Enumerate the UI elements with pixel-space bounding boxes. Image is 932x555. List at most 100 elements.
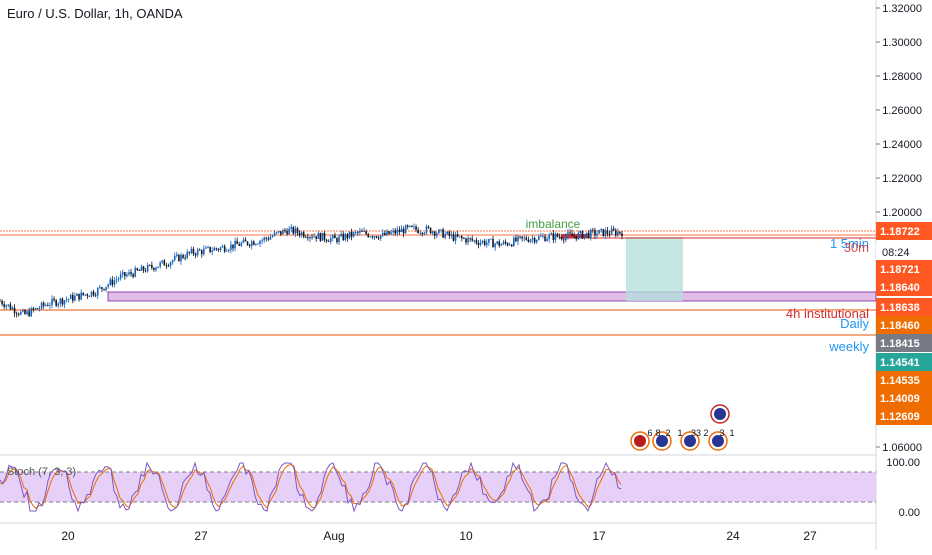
- candle-body: [469, 238, 471, 239]
- candle-body: [594, 230, 596, 236]
- candle-body: [148, 264, 151, 266]
- candle-body: [485, 242, 488, 245]
- price-tag: [876, 407, 932, 425]
- candle-body: [88, 296, 91, 297]
- candle-body: [357, 232, 359, 233]
- candle-body: [548, 234, 550, 240]
- candle-body: [619, 231, 621, 234]
- candle-body: [223, 246, 226, 252]
- candle-body: [240, 242, 243, 246]
- candle-body: [315, 236, 318, 239]
- candle-body: [161, 260, 164, 263]
- candle-body: [117, 278, 120, 280]
- candle-body: [523, 237, 526, 239]
- candle-body: [17, 313, 20, 315]
- candle-body: [165, 265, 168, 267]
- candle-body: [454, 234, 457, 241]
- candle-body: [450, 234, 453, 236]
- price-tag: [876, 371, 932, 389]
- annotation-daily: Daily: [840, 316, 869, 331]
- candle-body: [190, 248, 193, 253]
- price-tag: [876, 316, 932, 334]
- candle-body: [111, 279, 114, 285]
- candle-body: [207, 246, 209, 248]
- candle-body: [388, 231, 390, 235]
- candle-body: [94, 295, 97, 297]
- candle-body: [496, 241, 498, 244]
- candle-body: [103, 288, 105, 291]
- candle-body: [537, 236, 540, 240]
- candle-body: [583, 234, 586, 239]
- price-tag-label: 1.18640: [880, 282, 920, 294]
- candle-body: [581, 231, 584, 239]
- candle-body: [544, 236, 546, 242]
- candle-body: [296, 228, 299, 233]
- candle-body: [317, 233, 320, 239]
- candle-body: [479, 242, 482, 245]
- event-count: 2: [665, 428, 670, 438]
- candle-body: [508, 244, 511, 246]
- candle-body: [488, 238, 490, 243]
- candle-body: [159, 262, 161, 267]
- candle-body: [44, 305, 47, 306]
- candle-body: [375, 236, 378, 238]
- candle-body: [309, 236, 311, 239]
- candle-body: [32, 308, 35, 310]
- candle-body: [612, 228, 615, 231]
- candle-body: [433, 231, 436, 236]
- countdown-label: 08:24: [882, 247, 910, 259]
- candle-body: [587, 232, 590, 238]
- candle-body: [477, 242, 480, 245]
- candle-body: [121, 272, 124, 275]
- candle-body: [573, 235, 575, 237]
- candle-body: [367, 234, 370, 238]
- candle-body: [348, 231, 351, 239]
- event-count: 2: [703, 428, 708, 438]
- candle-body: [334, 235, 336, 239]
- candle-body: [327, 241, 330, 242]
- candle-body: [115, 279, 118, 281]
- candle-body: [280, 231, 282, 235]
- candle-body: [546, 239, 548, 242]
- candle-body: [560, 236, 563, 240]
- candle-body: [411, 225, 413, 227]
- candle-body: [151, 264, 153, 268]
- demand-zone: [107, 291, 877, 302]
- candle-body: [9, 304, 12, 310]
- candle-body: [550, 233, 553, 235]
- candle-body: [307, 237, 309, 239]
- candle-body: [404, 225, 407, 234]
- candle-body: [406, 225, 409, 227]
- candle-body: [113, 280, 116, 285]
- candle-body: [398, 229, 401, 233]
- candle-body: [5, 305, 8, 307]
- candle-body: [184, 257, 186, 259]
- price-tag: [876, 278, 932, 296]
- candle-body: [311, 236, 313, 238]
- event-count: 3: [719, 428, 724, 438]
- candle-body: [384, 232, 386, 236]
- candle-body: [24, 310, 26, 315]
- stoch-label: Stoch (7, 3, 3): [7, 466, 77, 478]
- candle-body: [86, 294, 89, 297]
- candle-body: [126, 274, 128, 277]
- candle-body: [542, 236, 544, 237]
- candle-body: [80, 292, 82, 300]
- candle-body: [61, 298, 64, 305]
- candle-body: [290, 226, 293, 229]
- candle-body: [438, 229, 440, 234]
- candle-body: [140, 266, 143, 271]
- price-tick-label: 1.26000: [882, 105, 922, 117]
- candle-body: [352, 232, 355, 237]
- candle-body: [504, 241, 507, 244]
- stoch-d-line: [0, 463, 622, 509]
- time-tick-label: 27: [803, 529, 817, 543]
- candle-body: [42, 302, 45, 306]
- candle-body: [354, 232, 357, 233]
- candle-body: [232, 244, 234, 249]
- candle-body: [490, 238, 492, 240]
- candle-body: [525, 237, 528, 240]
- candle-body: [569, 232, 571, 234]
- candle-body: [483, 240, 486, 245]
